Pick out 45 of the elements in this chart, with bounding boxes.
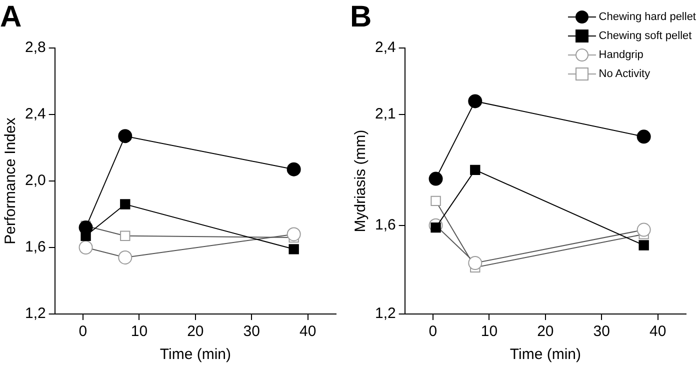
point [636, 222, 651, 237]
y-tick-label: 2,1 [374, 106, 396, 123]
x-tick-label: 0 [78, 323, 88, 340]
point [430, 196, 441, 206]
x-tick-label: 0 [428, 323, 438, 340]
legend-label: Handgrip [598, 49, 644, 61]
y-tick-label: 2,8 [24, 39, 46, 56]
y-axis-title: Performance Index [2, 117, 20, 244]
x-axis-title: Time (min) [160, 346, 231, 364]
point [428, 172, 443, 186]
point [470, 164, 480, 176]
point [78, 240, 93, 254]
y-tick-label: 1,6 [374, 216, 396, 234]
point [120, 199, 130, 210]
x-tick-label: 10 [130, 323, 148, 340]
y-tick-label: 2,0 [24, 172, 46, 190]
y-axis-title: Mydriasis (mm) [352, 130, 370, 232]
x-tick-label: 40 [300, 323, 316, 340]
y-tick-label: 2,4 [24, 106, 46, 123]
x-tick-label: 30 [593, 323, 610, 340]
point [288, 244, 299, 254]
x-tick-label: 20 [537, 323, 554, 340]
y-tick-label: 1,2 [24, 305, 46, 322]
y-tick-label: 1,2 [374, 305, 396, 322]
point [286, 162, 301, 176]
point [468, 94, 482, 108]
x-tick-label: 10 [480, 323, 498, 340]
legend-label: Chewing soft pellet [598, 30, 692, 42]
point [636, 130, 651, 144]
y-tick-label: 1,6 [24, 238, 46, 256]
point [118, 250, 132, 264]
point [286, 227, 301, 242]
chart-title: B [350, 0, 372, 34]
point [118, 129, 132, 144]
x-axis-title: Time (min) [510, 346, 581, 364]
x-tick-label: 20 [187, 323, 204, 340]
x-tick-label: 40 [650, 323, 666, 340]
point [638, 240, 649, 250]
point [120, 230, 130, 241]
x-tick-label: 30 [243, 323, 260, 340]
legend-label: No Activity [598, 68, 650, 80]
y-tick-label: 2,4 [374, 39, 396, 56]
chart-title: A [0, 0, 22, 34]
legend-label: Chewing hard pellet [598, 11, 696, 23]
point [468, 256, 482, 270]
